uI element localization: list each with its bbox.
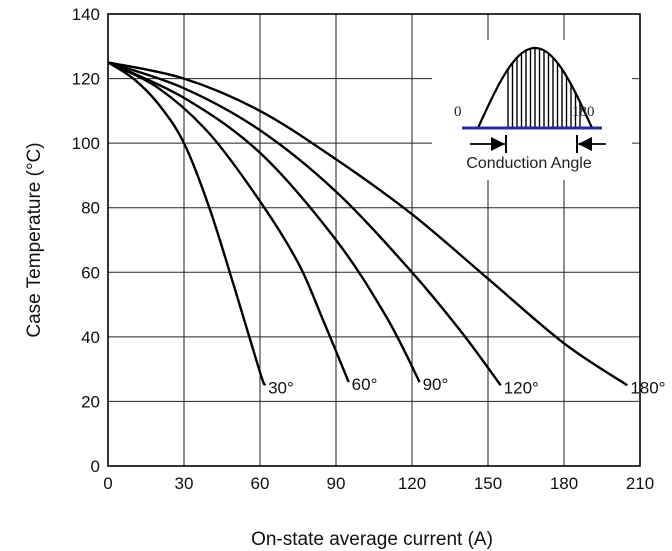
series-label: 180° [630,378,665,397]
axes [107,13,641,467]
x-tick-label: 120 [398,474,426,493]
inset-background [432,40,632,180]
y-tick-label: 80 [81,199,100,218]
series-label: 30° [268,378,294,397]
y-axis-title: Case Temperature (°C) [24,142,45,337]
series-label: 60° [352,375,378,394]
series-line [107,61,267,386]
series-line [107,61,502,387]
y-tick-label: 40 [81,328,100,347]
y-tick-label: 100 [72,134,100,153]
inset-caption: Conduction Angle [466,155,592,172]
x-tick-label: 150 [474,474,502,493]
x-tick-label: 90 [327,474,346,493]
inset-half-sine [476,46,594,129]
series-label: 90° [423,375,449,394]
x-tick-label: 210 [626,474,654,493]
y-tick-label: 0 [91,457,100,476]
y-tick-label: 120 [72,70,100,89]
y-tick-label: 140 [72,5,100,24]
series-line [107,61,350,383]
x-tick-label: 180 [550,474,578,493]
y-tick-label: 60 [81,263,100,282]
inset-hatching [507,48,581,128]
inset-right-arrowhead [578,137,592,151]
series-line [107,61,628,387]
plot-frame [107,13,641,467]
series-labels: 30° 60° 90° 120° 180° [268,375,665,397]
series-label: 120° [504,378,539,397]
inset-180-label: 180 [572,104,595,120]
y-tick-label: 20 [81,392,100,411]
x-tick-label: 30 [175,474,194,493]
series-lines [107,61,628,387]
tick-labels: 0 30 60 90 120 150 180 210 0 20 40 60 80 100 120 140 [72,5,655,493]
conduction-angle-inset: 0 180 Conduction Angle [432,40,632,180]
x-tick-label: 60 [251,474,270,493]
x-axis-title: On-state average current (A) [251,529,493,550]
inset-zero-label: 0 [454,104,462,120]
inset-left-arrowhead [491,137,505,151]
x-tick-label: 0 [103,474,112,493]
series-line [107,61,421,383]
